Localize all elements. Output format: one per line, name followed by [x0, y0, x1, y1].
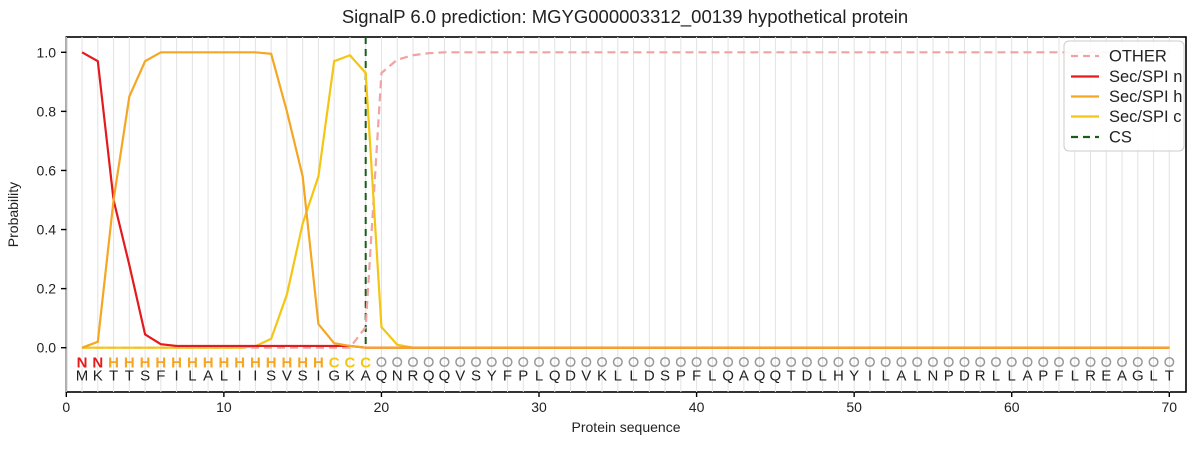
- svg-text:R: R: [975, 368, 986, 385]
- svg-text:P: P: [1038, 368, 1048, 385]
- svg-text:20: 20: [374, 399, 390, 415]
- svg-text:Q: Q: [549, 368, 561, 385]
- svg-text:0.8: 0.8: [37, 103, 57, 119]
- svg-text:H: H: [833, 368, 844, 385]
- svg-text:SignalP 6.0 prediction: MGYG00: SignalP 6.0 prediction: MGYG000003312_00…: [342, 6, 908, 28]
- svg-text:10: 10: [216, 399, 232, 415]
- svg-text:L: L: [1071, 368, 1079, 385]
- svg-text:T: T: [125, 368, 134, 385]
- svg-text:D: D: [801, 368, 812, 385]
- svg-text:I: I: [868, 368, 872, 385]
- svg-text:L: L: [913, 368, 921, 385]
- svg-text:OTHER: OTHER: [1109, 48, 1167, 66]
- svg-text:R: R: [1085, 368, 1096, 385]
- svg-text:T: T: [787, 368, 796, 385]
- svg-text:60: 60: [1004, 399, 1020, 415]
- svg-text:Y: Y: [487, 368, 497, 385]
- svg-text:I: I: [238, 368, 242, 385]
- svg-text:Q: Q: [439, 368, 451, 385]
- svg-text:P: P: [518, 368, 528, 385]
- svg-text:Sec/SPI n: Sec/SPI n: [1109, 68, 1182, 86]
- svg-text:Y: Y: [849, 368, 859, 385]
- svg-text:T: T: [109, 368, 118, 385]
- svg-text:E: E: [1101, 368, 1111, 385]
- svg-text:Q: Q: [754, 368, 766, 385]
- svg-text:L: L: [1149, 368, 1157, 385]
- svg-text:L: L: [614, 368, 622, 385]
- svg-text:L: L: [881, 368, 889, 385]
- svg-text:N: N: [928, 368, 939, 385]
- svg-text:0: 0: [62, 399, 70, 415]
- svg-text:A: A: [896, 368, 906, 385]
- svg-text:0.2: 0.2: [37, 281, 57, 297]
- svg-text:G: G: [1132, 368, 1144, 385]
- svg-text:P: P: [676, 368, 686, 385]
- svg-text:F: F: [503, 368, 512, 385]
- svg-text:A: A: [1117, 368, 1127, 385]
- svg-text:A: A: [203, 368, 213, 385]
- svg-text:V: V: [581, 368, 591, 385]
- svg-text:A: A: [1022, 368, 1032, 385]
- svg-text:N: N: [392, 368, 403, 385]
- svg-text:P: P: [944, 368, 954, 385]
- svg-text:Sec/SPI c: Sec/SPI c: [1109, 108, 1181, 126]
- svg-text:1.0: 1.0: [37, 44, 57, 60]
- svg-text:Protein sequence: Protein sequence: [572, 419, 681, 435]
- svg-text:I: I: [316, 368, 320, 385]
- svg-text:Q: Q: [376, 368, 388, 385]
- svg-text:S: S: [298, 368, 308, 385]
- svg-text:D: D: [565, 368, 576, 385]
- svg-text:V: V: [282, 368, 292, 385]
- svg-text:L: L: [188, 368, 196, 385]
- svg-text:L: L: [818, 368, 826, 385]
- svg-text:S: S: [660, 368, 670, 385]
- svg-text:D: D: [644, 368, 655, 385]
- svg-text:S: S: [471, 368, 481, 385]
- svg-text:K: K: [345, 368, 355, 385]
- svg-text:L: L: [535, 368, 543, 385]
- svg-text:L: L: [629, 368, 637, 385]
- svg-text:Sec/SPI h: Sec/SPI h: [1109, 88, 1182, 106]
- svg-text:V: V: [455, 368, 465, 385]
- svg-text:0.0: 0.0: [37, 340, 57, 356]
- svg-text:S: S: [140, 368, 150, 385]
- svg-text:M: M: [76, 368, 89, 385]
- svg-text:0.6: 0.6: [37, 162, 57, 178]
- svg-text:I: I: [175, 368, 179, 385]
- svg-text:A: A: [361, 368, 371, 385]
- svg-text:Q: Q: [722, 368, 734, 385]
- svg-text:50: 50: [846, 399, 862, 415]
- svg-text:L: L: [992, 368, 1000, 385]
- svg-text:T: T: [1165, 368, 1174, 385]
- svg-text:S: S: [266, 368, 276, 385]
- svg-text:L: L: [708, 368, 716, 385]
- svg-text:40: 40: [689, 399, 705, 415]
- svg-text:K: K: [597, 368, 607, 385]
- svg-text:0.4: 0.4: [37, 222, 57, 238]
- svg-text:L: L: [220, 368, 228, 385]
- svg-text:30: 30: [531, 399, 547, 415]
- svg-text:Probability: Probability: [5, 182, 21, 247]
- svg-text:I: I: [253, 368, 257, 385]
- svg-text:Q: Q: [770, 368, 782, 385]
- svg-text:F: F: [692, 368, 701, 385]
- svg-text:70: 70: [1162, 399, 1178, 415]
- svg-text:L: L: [1008, 368, 1016, 385]
- svg-text:F: F: [156, 368, 165, 385]
- svg-text:D: D: [959, 368, 970, 385]
- svg-text:A: A: [739, 368, 749, 385]
- svg-text:CS: CS: [1109, 129, 1132, 147]
- svg-text:Q: Q: [423, 368, 435, 385]
- svg-text:R: R: [408, 368, 419, 385]
- svg-text:F: F: [1054, 368, 1063, 385]
- svg-text:G: G: [328, 368, 340, 385]
- svg-text:K: K: [93, 368, 103, 385]
